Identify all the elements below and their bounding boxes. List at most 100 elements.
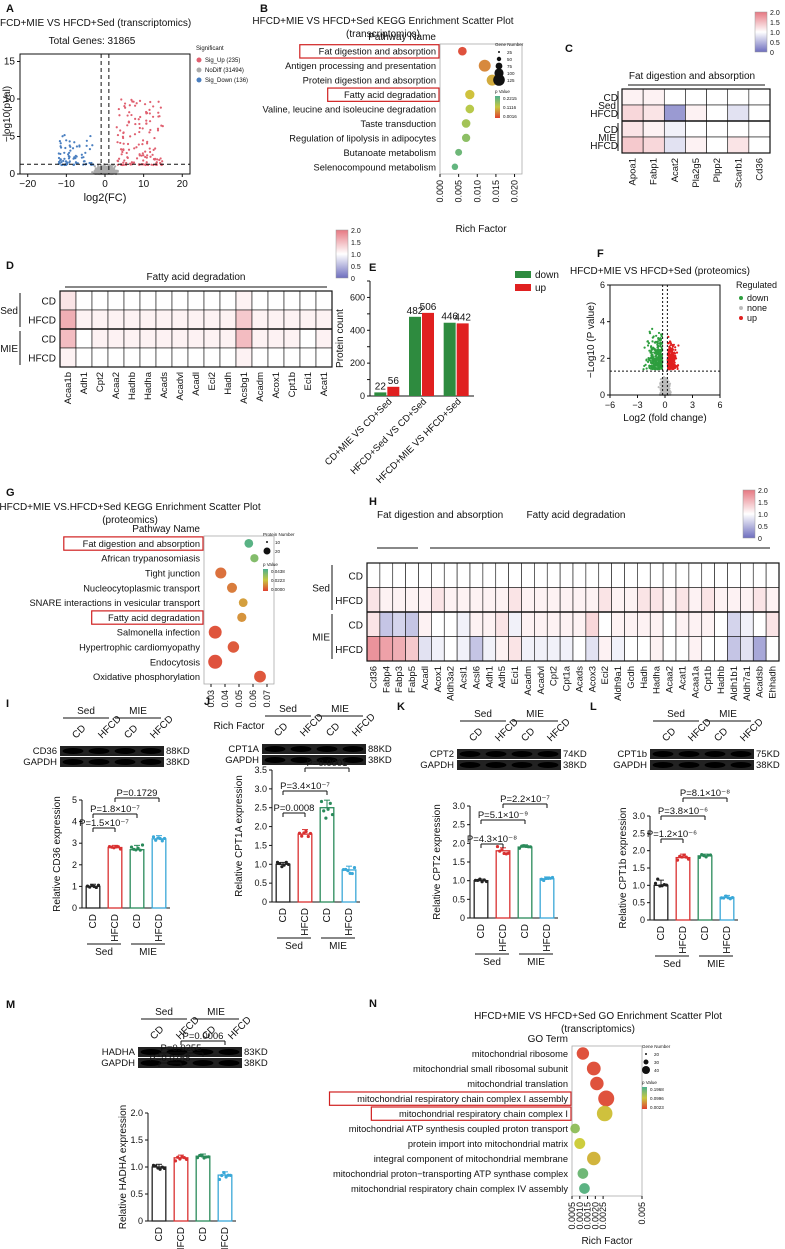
down-point [654,366,657,369]
panel-l-category-label: HFCD [722,926,733,954]
panel-d-group-label: Sed [0,306,18,317]
panel-n-point [570,1123,580,1134]
sig-up-point [116,141,119,144]
panel-i-band-size: 88KD [166,746,190,757]
panel-k-bar [517,846,533,919]
panel-c-row-label: CD [604,93,618,104]
sig-down-point [71,147,75,150]
down-point [657,359,661,362]
panel-n-point [586,1061,601,1076]
panel-j-comparison-label: P=0.0008 [274,803,315,814]
panel-d-cell [155,309,173,330]
down-point [646,340,649,343]
panel-d-cell [123,347,141,368]
sig-up-point [116,159,119,162]
panel-h-cell [366,562,381,588]
sig-up-point [145,142,149,145]
panel-h-cell [675,636,690,662]
panel-g-size-legend-label: 10 [275,540,281,545]
panel-k-data-point [517,846,522,850]
sig-up-point [138,126,141,130]
panel-k-blot-lane [511,751,533,757]
panel-c-scale-label: 0 [770,50,774,57]
sig-up-point [132,161,136,164]
up-point [672,351,675,354]
panel-g-category-label: Fat digestion and absorption [83,539,200,549]
panel-g-color-legend-title: p Value [263,562,278,567]
panel-m-data-point [154,1164,158,1168]
panel-h-cell [405,587,419,613]
panel-l-y-tick-label: 2.5 [632,828,645,838]
sig-down-point [59,158,62,162]
panel-l-data-point [682,853,686,857]
panel-g-highlight-box [63,536,204,551]
panel-m-bar [195,1155,211,1222]
panel-n-category-label: integral component of mitochondrial memb… [374,1154,568,1164]
panel-h-column-label: Cpt2 [549,666,560,686]
panel-n-point [590,1076,604,1091]
panel-h-column-label: Adh5 [497,666,508,688]
up-point [667,358,670,361]
panel-i-blot-lane [140,759,162,765]
panel-i-comparison-label: P=0.1729 [117,788,158,799]
panel-c-column-label: Plpp2 [712,158,723,182]
panel-h-column-label: Ehhadh [768,666,779,699]
sig-down-point [68,151,71,154]
panel-j-y-axis-label: Relative CPT1A expression [234,775,245,897]
panel-i-data-point [88,885,92,889]
panel-m-band-name: GAPDH [101,1058,135,1069]
sig-down-point [63,151,66,154]
panel-j-y-tick-label: 0 [262,897,267,907]
panel-c-column-label: Pla2g5 [691,158,702,188]
panel-n-color-legend-bar [642,1087,647,1109]
panel-c-cell [706,120,729,138]
panel-i-data-point [96,883,101,887]
down-point [644,363,647,366]
panel-d-cell [315,328,333,349]
panel-d-cell [219,328,237,349]
panel-j-comparison-label: P=0.0001 [307,758,348,769]
panel-d-column-label: Acat1 [319,372,330,396]
down-point [659,349,662,352]
panel-d-cell [59,290,77,311]
panel-k-band-name: GAPDH [420,760,454,771]
sig-up-point [138,130,141,134]
bar-value-label: 482 [407,306,424,317]
panel-n-point [577,1168,589,1179]
sig-up-point [156,127,160,130]
panel-h-column-label: Fabp4 [381,666,392,693]
panel-label-h: H [369,496,377,508]
sig-up-point [144,163,147,166]
panel-k-data-point [506,851,511,855]
sig-down-point [91,144,94,147]
panel-l-band-size: 75KD [756,749,780,760]
panel-i-group-label: MIE [129,706,147,717]
panel-h-cell [662,587,677,613]
sig-up-point [128,111,131,114]
panel-n-category-title: GO Term [528,1034,568,1045]
sig-up-point [126,156,129,160]
panel-n-x-tick-label: 0.0015 [583,1202,593,1230]
panel-i-data-point [154,838,158,842]
panel-j-data-point [330,812,335,817]
panel-d-cell [315,347,333,368]
panel-g-size-legend-dot [266,541,268,543]
panel-d-column-label: Hadhb [127,372,138,400]
bar-value-label: 506 [420,302,437,313]
up-point [669,342,673,345]
panel-i-y-tick-label: 5 [72,795,77,805]
panel-b-size-legend-dot [496,56,502,62]
panel-j-x-group-label: Sed [285,941,303,952]
panel-h-cell [662,611,677,637]
legend-swatch [196,77,202,83]
down-point [655,367,659,370]
down-point [643,346,646,349]
panel-g-x-tick-label: 0.07 [262,690,272,708]
panel-b-x-axis-label: Rich Factor [455,224,507,235]
panel-d-cell [75,309,93,330]
sig-up-point [125,161,128,165]
sig-up-point [153,136,156,140]
sig-down-point [84,151,87,154]
panel-l-data-point [697,855,702,860]
panel-d-scale-label: 0.5 [351,264,361,271]
